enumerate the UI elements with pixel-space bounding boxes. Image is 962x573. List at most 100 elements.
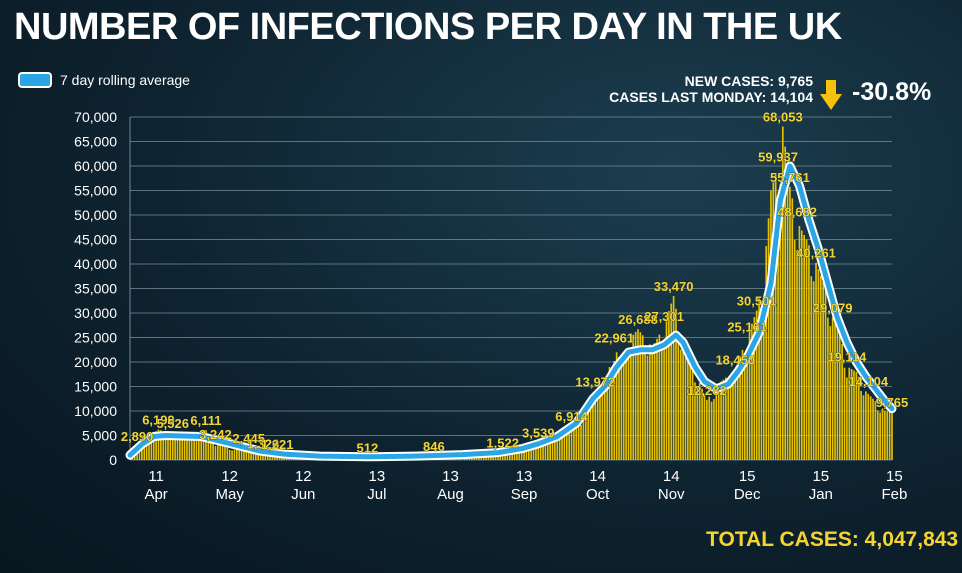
daily-case-bar bbox=[867, 393, 870, 460]
data-label: 25,161 bbox=[727, 320, 767, 335]
daily-case-bar bbox=[205, 430, 207, 460]
daily-case-bar bbox=[729, 383, 732, 460]
data-label: 59,937 bbox=[758, 149, 798, 164]
daily-case-bar bbox=[727, 385, 730, 460]
daily-case-bar bbox=[608, 367, 611, 460]
x-tick-day: 14 bbox=[663, 468, 680, 485]
daily-case-bar bbox=[777, 201, 779, 461]
daily-case-bar bbox=[157, 429, 160, 460]
chart-gridlines bbox=[129, 116, 892, 461]
daily-case-bar bbox=[523, 448, 525, 460]
daily-case-bar bbox=[668, 311, 670, 460]
daily-case-bar bbox=[891, 412, 893, 460]
daily-case-bar bbox=[228, 449, 231, 460]
daily-case-bar bbox=[568, 428, 570, 460]
week-change-percent: -30.8% bbox=[852, 78, 932, 106]
daily-case-bar bbox=[179, 437, 181, 460]
daily-case-bar bbox=[518, 449, 521, 460]
daily-case-bar bbox=[150, 434, 153, 460]
daily-case-bar bbox=[755, 310, 758, 460]
y-tick-label: 50,000 bbox=[74, 207, 117, 223]
y-tick-label: 20,000 bbox=[74, 354, 117, 370]
daily-case-bar bbox=[525, 447, 528, 460]
daily-case-bar bbox=[846, 377, 848, 460]
daily-case-bar bbox=[672, 296, 675, 460]
data-label: 55,761 bbox=[770, 170, 810, 185]
data-label: 18,450 bbox=[715, 353, 755, 368]
daily-case-bar bbox=[822, 282, 824, 460]
daily-case-bar bbox=[565, 430, 568, 460]
daily-case-bar bbox=[831, 317, 834, 460]
x-tick-day: 11 bbox=[148, 468, 164, 485]
daily-case-bar bbox=[710, 401, 713, 460]
daily-case-bar bbox=[584, 412, 587, 460]
daily-case-bar bbox=[703, 394, 706, 460]
daily-case-bar bbox=[791, 198, 794, 460]
daily-case-bar bbox=[563, 435, 566, 460]
daily-case-bar bbox=[641, 335, 644, 460]
daily-case-bar bbox=[815, 262, 817, 460]
daily-case-bar bbox=[741, 349, 744, 460]
data-label: 846 bbox=[423, 439, 445, 454]
daily-case-bar bbox=[511, 451, 514, 460]
daily-case-bar bbox=[694, 382, 696, 460]
daily-case-bar bbox=[592, 396, 594, 460]
daily-case-bar bbox=[186, 436, 188, 460]
daily-case-bar bbox=[589, 402, 592, 460]
daily-case-bar bbox=[618, 357, 620, 460]
daily-case-bar bbox=[843, 367, 846, 460]
daily-case-bar bbox=[176, 434, 179, 460]
daily-case-bar bbox=[143, 437, 146, 460]
x-tick-day: 13 bbox=[516, 468, 533, 485]
daily-case-bar bbox=[753, 317, 756, 460]
daily-case-bar bbox=[789, 186, 791, 460]
x-tick-month: Feb bbox=[881, 486, 907, 503]
data-label: 30,501 bbox=[737, 294, 777, 309]
legend-label: 7 day rolling average bbox=[60, 72, 190, 88]
daily-case-bar bbox=[615, 352, 618, 460]
x-tick-month: Jan bbox=[809, 486, 833, 503]
daily-case-bar bbox=[677, 338, 680, 460]
daily-case-bar bbox=[537, 442, 540, 460]
daily-case-bar bbox=[190, 437, 193, 460]
daily-case-bar bbox=[570, 426, 573, 460]
y-tick-label: 60,000 bbox=[74, 158, 117, 174]
daily-case-bar bbox=[855, 371, 858, 460]
daily-case-bar bbox=[506, 451, 509, 460]
daily-case-bar bbox=[546, 442, 549, 460]
daily-case-bar bbox=[530, 447, 533, 460]
daily-case-bar bbox=[224, 446, 226, 460]
daily-case-bar bbox=[606, 376, 608, 460]
daily-case-bar bbox=[247, 449, 250, 460]
daily-case-bar bbox=[784, 146, 787, 460]
x-tick-month: Jun bbox=[291, 486, 315, 503]
y-tick-label: 5,000 bbox=[82, 428, 117, 444]
daily-case-bar bbox=[594, 399, 597, 460]
daily-case-bar bbox=[162, 434, 165, 460]
daily-case-bar bbox=[233, 449, 236, 460]
y-tick-label: 25,000 bbox=[74, 330, 117, 346]
daily-case-bar bbox=[613, 360, 616, 460]
daily-case-bar bbox=[781, 126, 784, 460]
y-tick-label: 35,000 bbox=[74, 281, 117, 297]
daily-case-bar bbox=[808, 245, 810, 460]
daily-case-bar bbox=[865, 391, 867, 460]
x-tick-day: 15 bbox=[812, 468, 829, 485]
data-label: 29,079 bbox=[813, 301, 853, 316]
daily-case-bar bbox=[551, 439, 554, 460]
daily-case-bar bbox=[169, 432, 172, 460]
daily-case-bar bbox=[183, 435, 186, 460]
rolling-average-line bbox=[125, 161, 897, 462]
daily-case-bar bbox=[148, 438, 150, 460]
daily-case-bar bbox=[651, 347, 654, 460]
daily-case-bar bbox=[746, 351, 749, 460]
daily-case-bar bbox=[722, 379, 725, 460]
daily-case-bar bbox=[193, 437, 195, 460]
daily-case-bar bbox=[862, 395, 865, 460]
daily-case-bar bbox=[596, 398, 599, 460]
last-monday-stat: CASES LAST MONDAY: 14,104 bbox=[609, 89, 813, 105]
daily-case-bar bbox=[696, 387, 699, 460]
daily-case-bar bbox=[155, 431, 157, 460]
daily-case-bar bbox=[805, 239, 808, 460]
daily-case-bar bbox=[760, 306, 763, 460]
